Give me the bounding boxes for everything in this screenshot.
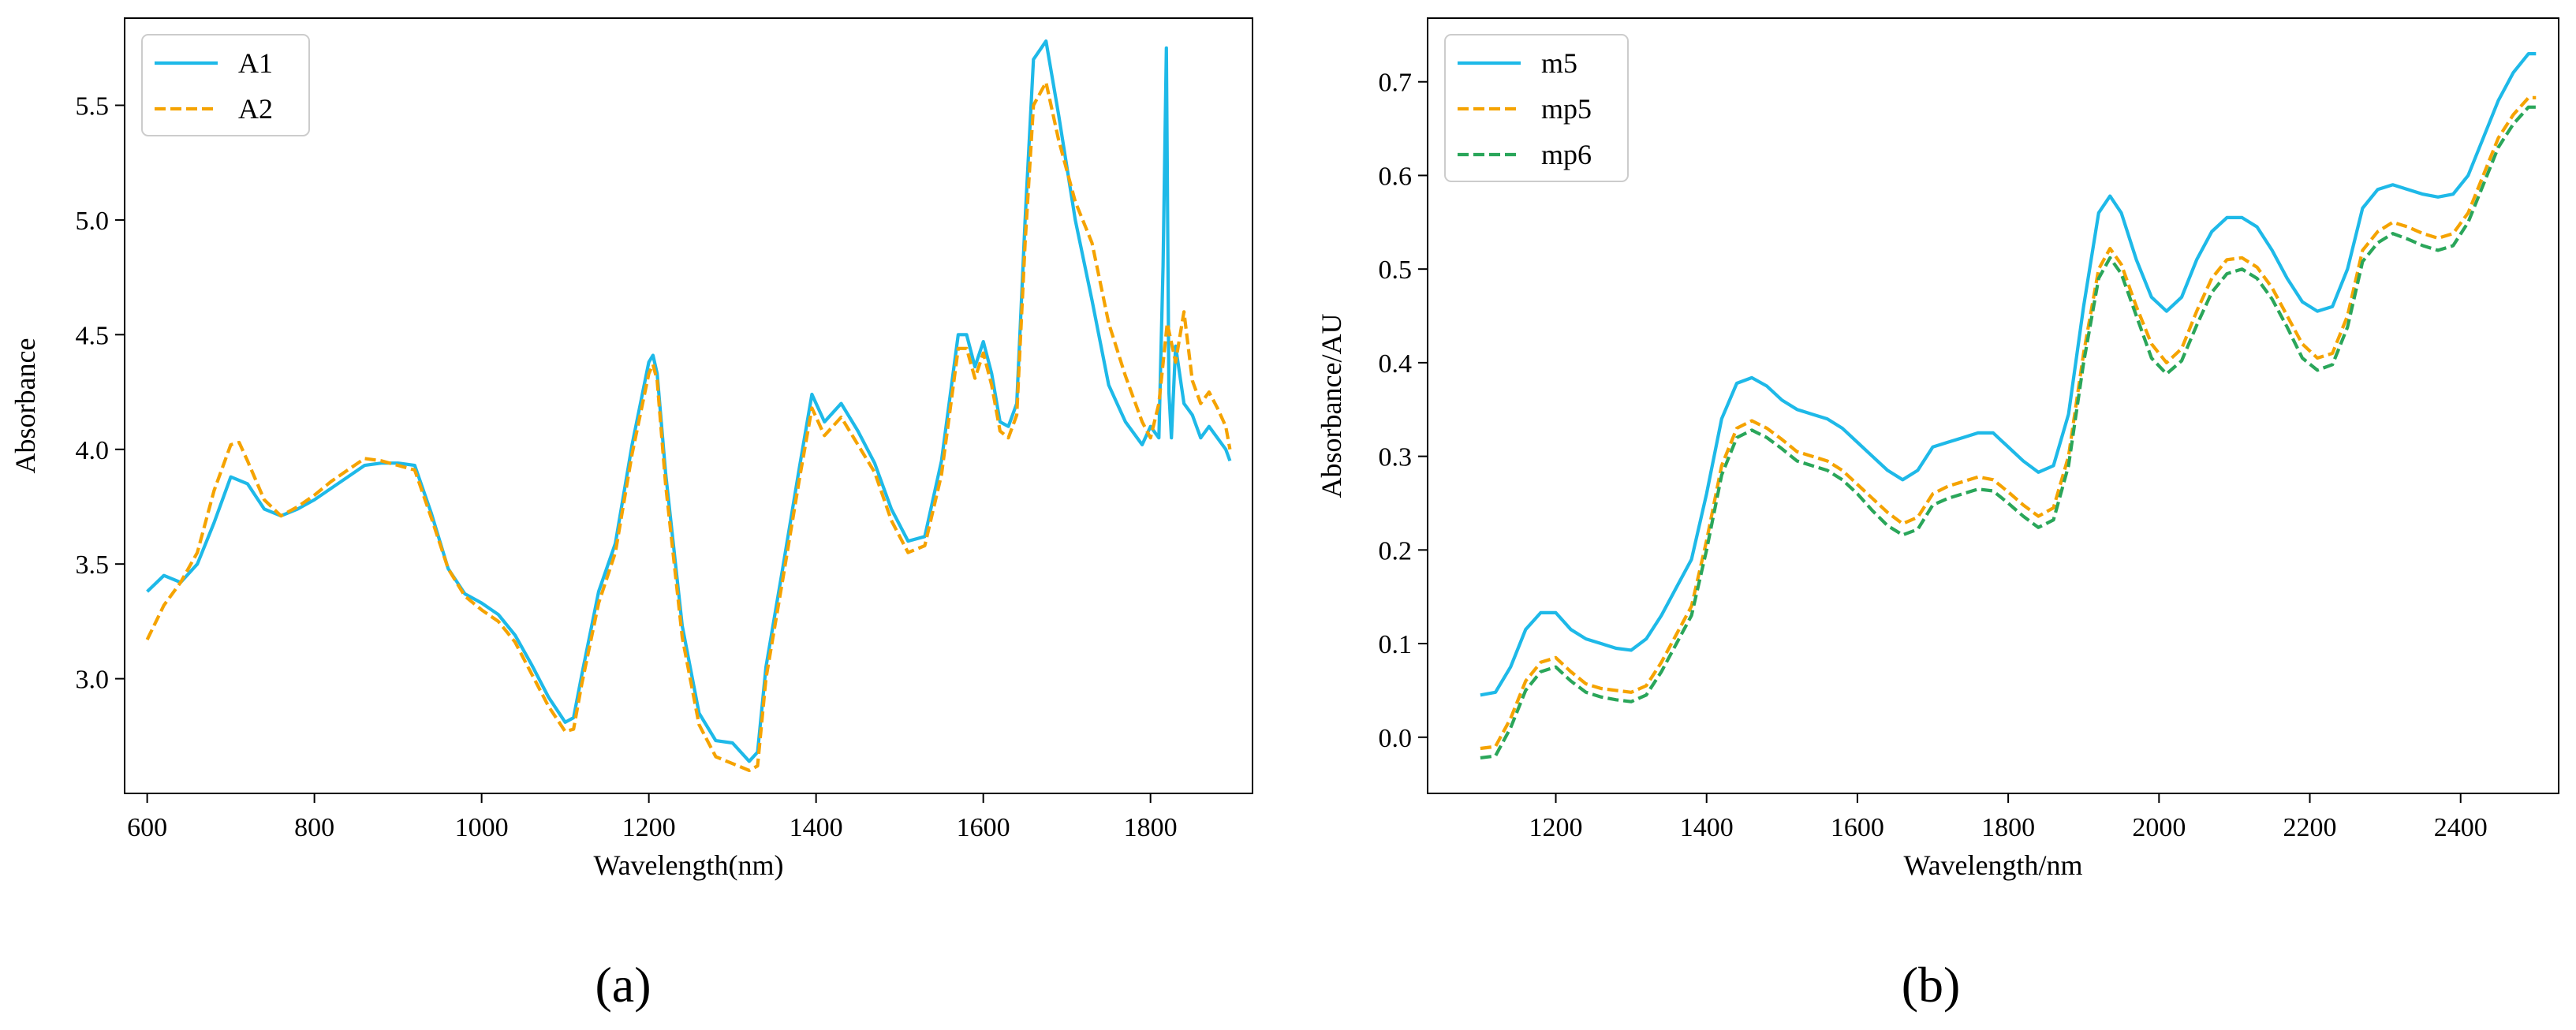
y-tick-label: 0.2 <box>1379 536 1413 565</box>
y-tick-label: 0.3 <box>1379 443 1413 472</box>
panel-label: (a) <box>595 957 651 1013</box>
legend: m5 mp5 mp6 <box>1444 34 1629 182</box>
y-axis-title: Absorbance <box>9 338 41 474</box>
series-line-m5 <box>1480 51 2537 697</box>
y-tick-label: 0.5 <box>1379 256 1413 285</box>
x-axis-title: Wavelength/nm <box>1903 849 2082 881</box>
y-axis-title: Absorbance/AU <box>1316 314 1347 498</box>
plot-frame <box>124 17 1253 794</box>
x-axis-title: Wavelength(nm) <box>593 849 783 881</box>
legend-label-a1: A1 <box>238 47 273 79</box>
y-tick-label: 5.0 <box>76 207 110 236</box>
x-tick-label: 800 <box>294 813 334 842</box>
y-tick-label: 0.6 <box>1379 162 1413 191</box>
x-tick-label: 1800 <box>1981 813 2035 842</box>
y-tick-label: 0.4 <box>1379 349 1413 379</box>
series-line-a2 <box>145 80 1232 773</box>
x-tick-label: 600 <box>127 813 167 842</box>
x-tick-label: 1000 <box>455 813 509 842</box>
y-tick-label: 3.5 <box>76 550 110 580</box>
x-tick-label: 2400 <box>2434 813 2488 842</box>
legend-label-mp6: mp6 <box>1541 139 1592 170</box>
legend-label-mp5: mp5 <box>1541 93 1592 125</box>
chart-panel-a: 600 800 1000 1200 1400 1600 1800 3.0 3.5 4.0 4.5 5.… <box>9 17 1253 1013</box>
plot-frame <box>1427 17 2559 794</box>
x-tick-label: 1800 <box>1124 813 1178 842</box>
series-line-a1 <box>146 39 1232 763</box>
y-tick-label: 5.5 <box>76 92 110 121</box>
legend-label-m5: m5 <box>1541 47 1577 79</box>
y-tick-label: 4.0 <box>76 436 110 465</box>
x-tick-label: 1600 <box>957 813 1010 842</box>
legend-box <box>1444 34 1629 182</box>
legend-box <box>141 34 310 136</box>
x-tick-label: 1200 <box>622 813 676 842</box>
legend-label-a2: A2 <box>238 93 273 125</box>
y-tick-label: 4.5 <box>76 321 110 350</box>
y-tick-label: 0.0 <box>1379 724 1413 753</box>
x-tick-label: 1400 <box>1680 813 1734 842</box>
panel-label: (b) <box>1902 957 1961 1013</box>
x-tick-label: 2000 <box>2132 813 2186 842</box>
x-tick-label: 1200 <box>1529 813 1583 842</box>
x-tick-label: 1600 <box>1831 813 1884 842</box>
y-tick-label: 0.7 <box>1379 69 1413 98</box>
y-tick-label: 3.0 <box>76 666 110 695</box>
chart-panel-b: 1200 1400 1600 1800 2000 2200 2400 0.0 0.1 0.2 0.3… <box>1316 17 2559 1013</box>
y-tick-label: 0.1 <box>1379 630 1413 659</box>
series-line-mp6 <box>1480 105 2537 759</box>
series-line-mp5 <box>1480 95 2537 751</box>
x-tick-label: 1400 <box>790 813 843 842</box>
x-tick-label: 2200 <box>2283 813 2337 842</box>
